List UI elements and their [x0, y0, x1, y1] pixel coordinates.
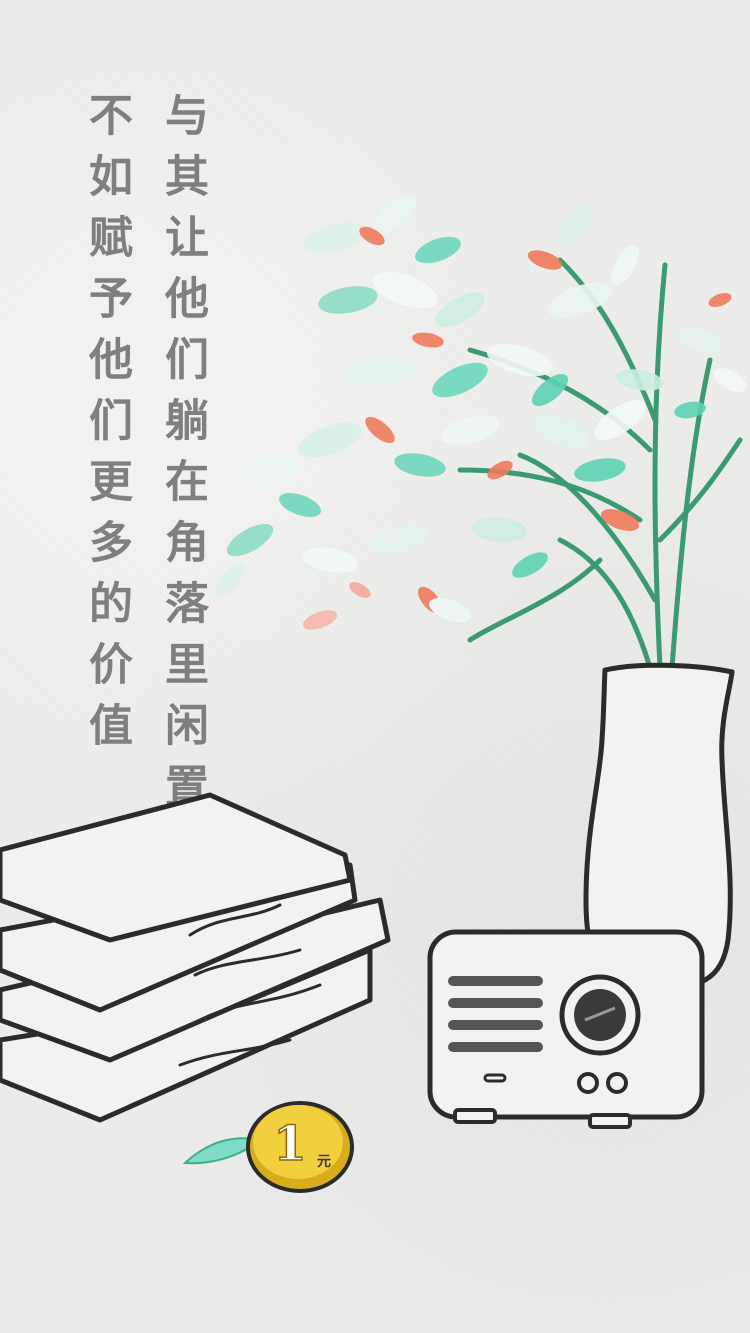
plant-leaves [215, 195, 747, 630]
vase [583, 662, 735, 991]
radio [427, 929, 705, 1129]
one-yuan-coin: 1 元 [246, 1101, 354, 1193]
book-stack [0, 792, 391, 1123]
poem-line-1: 与其让他们躺在角落里闲置 [157, 92, 208, 824]
book-top [0, 792, 353, 943]
coin-unit: 元 [317, 1154, 331, 1170]
poem-line-2: 不如赋予他们更多的价值 [81, 92, 132, 763]
coin-value: 1 [273, 1116, 306, 1172]
radio-knob-1 [577, 1072, 599, 1094]
radio-knob-2 [606, 1072, 628, 1094]
